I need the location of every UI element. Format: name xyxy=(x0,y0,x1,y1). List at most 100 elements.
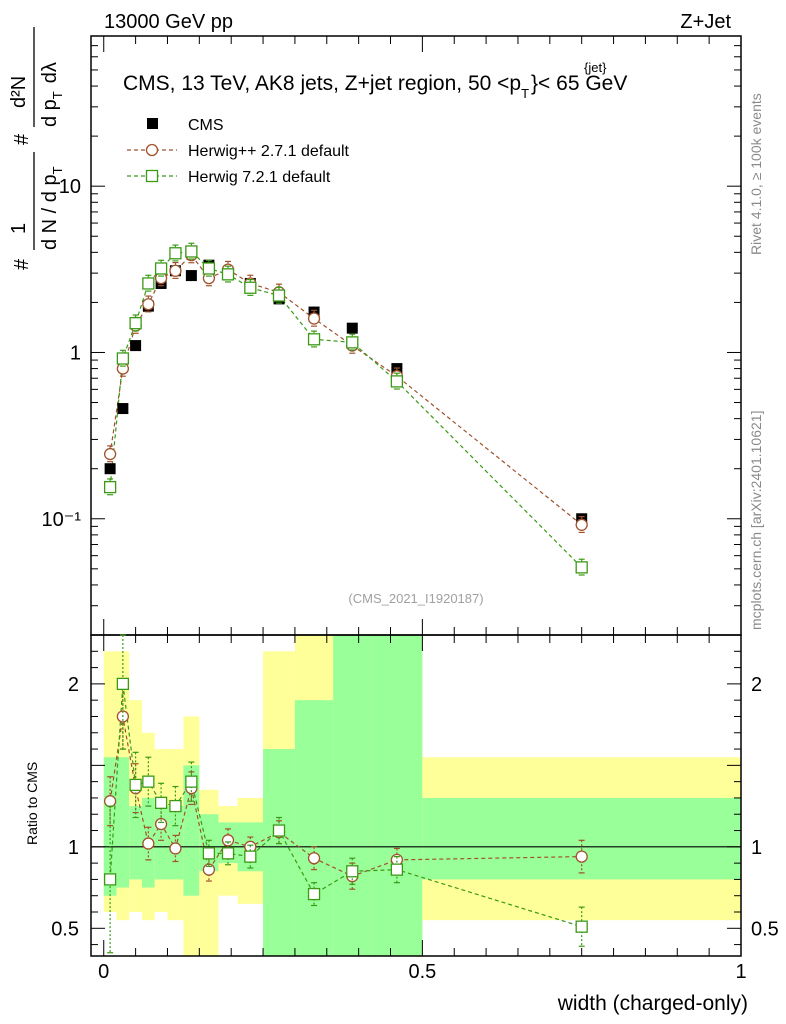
y-label-t-2: T xyxy=(50,91,65,99)
herwig7-point xyxy=(129,317,142,330)
y-axis-label: # 1 d N / d pT # d²N d pTdλ xyxy=(8,27,65,270)
herwig7-ratio-point xyxy=(346,865,359,878)
ratio-plot-frame xyxy=(90,634,742,957)
y-label-t-1: T xyxy=(50,166,65,174)
herwig7-point xyxy=(169,247,182,260)
legend-label-herwigpp: Herwig++ 2.7.1 default xyxy=(188,143,350,160)
herwig7-point xyxy=(307,333,321,346)
y-tick-label-1: 1 xyxy=(70,342,81,364)
ratio-y-tick-label-right-1: 1 xyxy=(751,837,762,859)
y-label-d2n: d²N xyxy=(8,76,30,108)
band-inner-1 xyxy=(116,757,130,888)
side-label-mcplots: mcplots.cern.ch [arXiv:2401.10621] xyxy=(748,411,764,630)
herwigpp-ratio-point xyxy=(103,795,117,808)
herwig7-ratio-point xyxy=(154,796,168,809)
herwigpp-ratio-point xyxy=(142,837,155,850)
band-inner-14 xyxy=(422,797,741,880)
band-inner-2 xyxy=(129,806,142,880)
header-right: Z+Jet xyxy=(680,11,731,33)
band-inner-6 xyxy=(183,765,200,896)
herwig7-point xyxy=(103,480,117,494)
x-axis-label: width (charged-only) xyxy=(557,992,748,1015)
herwigpp-ratio-point xyxy=(575,850,588,863)
y-tick-label-0: 10⁻¹ xyxy=(42,509,82,531)
cms-point xyxy=(185,270,197,282)
analysis-watermark: (CMS_2021_I1920187) xyxy=(348,591,483,606)
svg-text:d²N: d²N xyxy=(8,76,30,108)
herwig7-point xyxy=(142,277,155,290)
series-line-main-2 xyxy=(109,250,583,568)
svg-text:d pTdλ: d pTdλ xyxy=(39,62,65,127)
herwig7-ratio-point xyxy=(129,778,142,792)
y-label-dpt: d p xyxy=(39,99,61,127)
ratio-y-tick-label-right-0: 0.5 xyxy=(751,918,779,940)
y-label-hash-1: # xyxy=(11,258,33,270)
ratio-y-tick-label-left-2: 2 xyxy=(68,674,79,696)
herwig7-point xyxy=(575,561,588,574)
herwigpp-point xyxy=(169,264,182,277)
y-label-one: 1 xyxy=(8,223,30,234)
series-line-ratio-1 xyxy=(109,716,582,877)
cms-point xyxy=(346,322,358,334)
herwig7-ratio-point xyxy=(221,847,235,860)
herwig7-point xyxy=(185,245,198,258)
herwigpp-ratio-point xyxy=(154,817,168,831)
legend: CMS Herwig++ 2.7.1 default Herwig 7.2.1 … xyxy=(127,117,350,186)
herwig7-ratio-point xyxy=(103,873,117,886)
herwig7-point xyxy=(390,375,404,388)
plot-title-sub: T xyxy=(521,86,529,101)
header-left: 13000 GeV pp xyxy=(104,11,233,33)
herwigpp-ratio-point xyxy=(307,852,321,865)
ratio-y-tick-label-right-2: 2 xyxy=(751,674,762,696)
legend-marker-cms xyxy=(147,118,158,129)
band-inner-12 xyxy=(333,635,372,956)
legend-marker-herwigpp xyxy=(145,143,159,157)
herwig7-ratio-point xyxy=(307,887,321,901)
herwig7-point xyxy=(154,262,168,275)
herwig7-ratio-point xyxy=(244,850,257,863)
svg-text:d N / d pT: d N / d pT xyxy=(39,166,65,250)
legend-marker-herwig7 xyxy=(145,169,159,183)
legend-label-herwig7: Herwig 7.2.1 default xyxy=(188,169,331,186)
band-inner-13 xyxy=(371,635,423,956)
herwigpp-point xyxy=(575,518,588,531)
herwigpp-point xyxy=(142,298,155,311)
plot-title-sup: {jet} xyxy=(584,60,607,75)
herwig7-ratio-point xyxy=(272,824,286,837)
herwig7-ratio-point xyxy=(169,799,182,813)
x-tick-label-2: 1 xyxy=(735,961,746,983)
herwig7-point xyxy=(272,289,286,302)
herwig7-point xyxy=(346,336,359,349)
plot-title-tail: }< 65 GeV xyxy=(531,72,627,95)
herwig7-ratio-point xyxy=(116,677,130,691)
plot-title-main: CMS, 13 TeV, AK8 jets, Z+jet region, 50 … xyxy=(123,72,521,95)
y-tick-label-2: 10 xyxy=(59,176,81,198)
ratio-y-axis-label: Ratio to CMS xyxy=(24,762,40,845)
herwig7-point xyxy=(116,352,130,365)
svg-text:#: # xyxy=(11,258,33,270)
herwig7-ratio-point xyxy=(390,863,404,876)
ratio-y-tick-label-left-0: 0.5 xyxy=(51,918,79,940)
herwigpp-ratio-point xyxy=(169,842,182,855)
herwig7-ratio-point xyxy=(185,775,198,788)
herwigpp-point xyxy=(307,312,321,325)
band-inner-11 xyxy=(294,700,334,956)
svg-text:#: # xyxy=(11,133,33,145)
y-label-dlambda: dλ xyxy=(39,62,61,83)
herwig7-point xyxy=(244,281,257,294)
plot-title: CMS, 13 TeV, AK8 jets, Z+jet region, 50 … xyxy=(123,72,627,101)
y-label-hash-2: # xyxy=(11,133,33,145)
x-tick-label-1: 0.5 xyxy=(408,961,436,983)
herwig7-point xyxy=(221,268,235,281)
band-inner-10 xyxy=(263,749,295,956)
herwig7-point xyxy=(202,262,216,275)
series-line-main-1 xyxy=(109,254,583,526)
ratio-uncertainty-bands xyxy=(103,635,741,956)
x-tick-label-0: 0 xyxy=(98,961,109,983)
y-label-dn-dpt: d N / d p xyxy=(39,174,61,250)
cms-point xyxy=(104,463,116,475)
herwig7-ratio-point xyxy=(142,775,155,788)
herwigpp-point xyxy=(103,447,117,461)
